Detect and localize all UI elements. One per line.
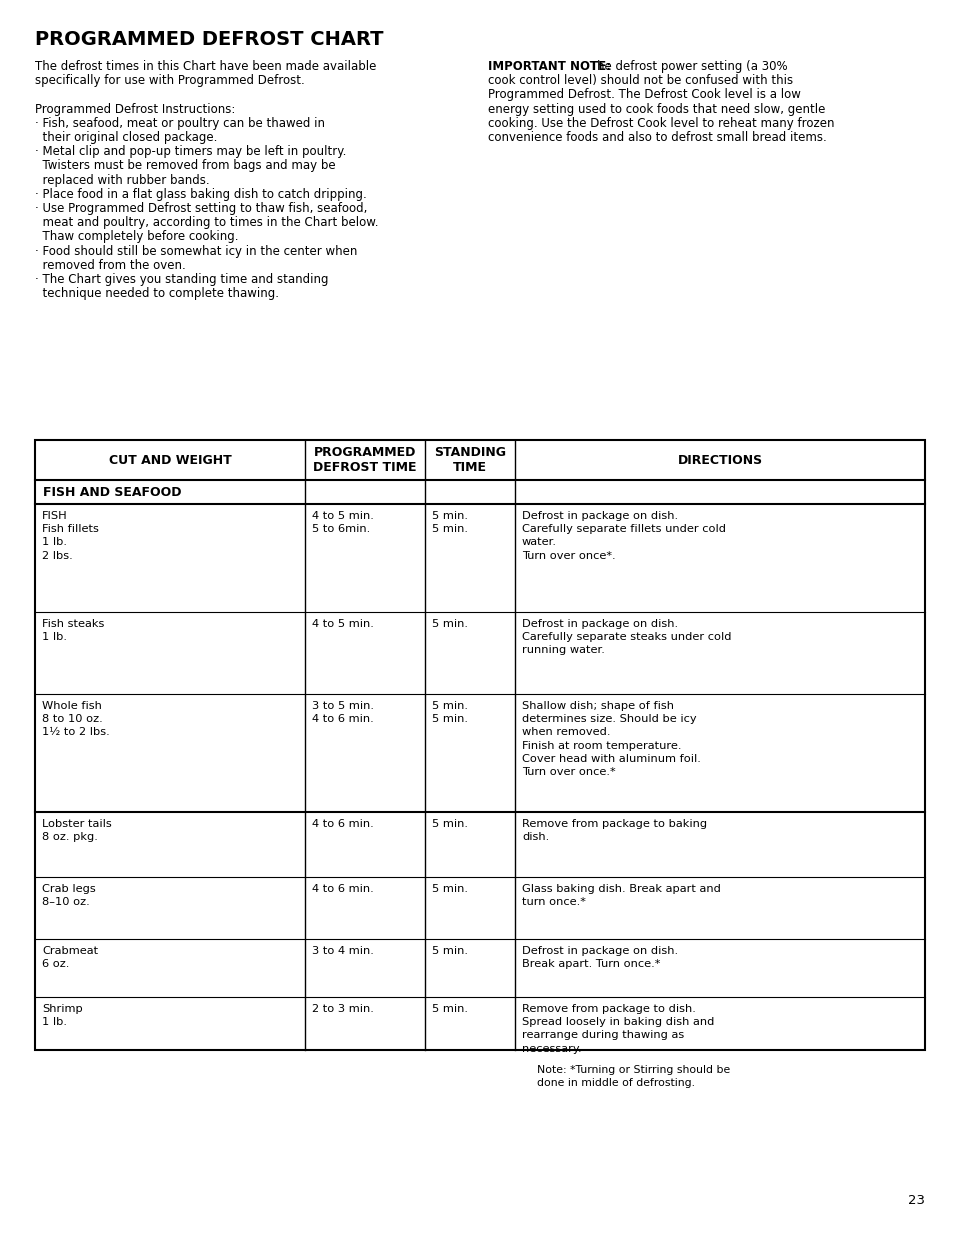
Bar	[35, 440, 924, 1050]
Text: PROGRAMMED DEFROST CHART: PROGRAMMED DEFROST CHART	[35, 30, 383, 49]
Text: · Metal clip and pop-up timers may be left in poultry.: · Metal clip and pop-up timers may be le…	[35, 146, 346, 158]
Text: Fish steaks
1 lb.: Fish steaks 1 lb.	[42, 619, 104, 642]
Text: their original closed package.: their original closed package.	[35, 131, 217, 144]
Text: done in middle of defrosting.: done in middle of defrosting.	[537, 1078, 695, 1088]
Text: 4 to 6 min.: 4 to 6 min.	[312, 884, 374, 894]
Text: PROGRAMMED
DEFROST TIME: PROGRAMMED DEFROST TIME	[313, 446, 416, 474]
Text: Shrimp
1 lb.: Shrimp 1 lb.	[42, 1004, 83, 1028]
Text: · Fish, seafood, meat or poultry can be thawed in: · Fish, seafood, meat or poultry can be …	[35, 117, 325, 130]
Text: Crabmeat
6 oz.: Crabmeat 6 oz.	[42, 946, 98, 969]
Text: Programmed Defrost. The Defrost Cook level is a low: Programmed Defrost. The Defrost Cook lev…	[488, 89, 800, 101]
Text: convenience foods and also to defrost small bread items.: convenience foods and also to defrost sm…	[488, 131, 826, 144]
Text: Whole fish
8 to 10 oz.
1½ to 2 lbs.: Whole fish 8 to 10 oz. 1½ to 2 lbs.	[42, 701, 110, 737]
Text: · Food should still be somewhat icy in the center when: · Food should still be somewhat icy in t…	[35, 245, 357, 258]
Text: 5 min.: 5 min.	[432, 884, 468, 894]
Text: 23: 23	[907, 1194, 924, 1207]
Text: 4 to 5 min.: 4 to 5 min.	[312, 619, 374, 629]
Text: 4 to 6 min.: 4 to 6 min.	[312, 819, 374, 829]
Text: · The Chart gives you standing time and standing: · The Chart gives you standing time and …	[35, 273, 328, 287]
Text: 3 to 4 min.: 3 to 4 min.	[312, 946, 374, 956]
Text: meat and poultry, according to times in the Chart below.: meat and poultry, according to times in …	[35, 216, 378, 230]
Text: 2 to 3 min.: 2 to 3 min.	[312, 1004, 374, 1014]
Text: Glass baking dish. Break apart and
turn once.*: Glass baking dish. Break apart and turn …	[521, 884, 720, 908]
Text: cook control level) should not be confused with this: cook control level) should not be confus…	[488, 74, 792, 88]
Text: 3 to 5 min.
4 to 6 min.: 3 to 5 min. 4 to 6 min.	[312, 701, 374, 724]
Text: 5 min.: 5 min.	[432, 819, 468, 829]
Text: Lobster tails
8 oz. pkg.: Lobster tails 8 oz. pkg.	[42, 819, 112, 842]
Text: Defrost in package on dish.
Carefully separate fillets under cold
water.
Turn ov: Defrost in package on dish. Carefully se…	[521, 511, 725, 561]
Text: Note: *Turning or Stirring should be: Note: *Turning or Stirring should be	[537, 1065, 729, 1074]
Text: removed from the oven.: removed from the oven.	[35, 259, 186, 272]
Text: FISH
Fish fillets
1 lb.
2 lbs.: FISH Fish fillets 1 lb. 2 lbs.	[42, 511, 99, 561]
Text: technique needed to complete thawing.: technique needed to complete thawing.	[35, 288, 278, 300]
Text: Thaw completely before cooking.: Thaw completely before cooking.	[35, 231, 238, 243]
Text: energy setting used to cook foods that need slow, gentle: energy setting used to cook foods that n…	[488, 103, 824, 116]
Text: · Use Programmed Defrost setting to thaw fish, seafood,: · Use Programmed Defrost setting to thaw…	[35, 203, 367, 215]
Text: 5 min.: 5 min.	[432, 946, 468, 956]
Text: 5 min.: 5 min.	[432, 619, 468, 629]
Text: · Place food in a flat glass baking dish to catch dripping.: · Place food in a flat glass baking dish…	[35, 188, 366, 201]
Text: Crab legs
8–10 oz.: Crab legs 8–10 oz.	[42, 884, 95, 908]
Text: Programmed Defrost Instructions:: Programmed Defrost Instructions:	[35, 103, 235, 116]
Text: Remove from package to dish.
Spread loosely in baking dish and
rearrange during : Remove from package to dish. Spread loos…	[521, 1004, 714, 1053]
Text: 4 to 5 min.
5 to 6min.: 4 to 5 min. 5 to 6min.	[312, 511, 374, 535]
Text: Defrost in package on dish.
Carefully separate steaks under cold
running water.: Defrost in package on dish. Carefully se…	[521, 619, 731, 656]
Text: STANDING
TIME: STANDING TIME	[434, 446, 505, 474]
Text: Defrost in package on dish.
Break apart. Turn once.*: Defrost in package on dish. Break apart.…	[521, 946, 678, 969]
Text: IMPORTANT NOTE:: IMPORTANT NOTE:	[488, 61, 610, 73]
Text: Twisters must be removed from bags and may be: Twisters must be removed from bags and m…	[35, 159, 335, 173]
Text: Remove from package to baking
dish.: Remove from package to baking dish.	[521, 819, 706, 842]
Text: The defrost power setting (a 30%: The defrost power setting (a 30%	[585, 61, 787, 73]
Text: FISH AND SEAFOOD: FISH AND SEAFOOD	[43, 485, 181, 499]
Text: replaced with rubber bands.: replaced with rubber bands.	[35, 174, 210, 186]
Text: DIRECTIONS: DIRECTIONS	[677, 453, 761, 467]
Text: 5 min.
5 min.: 5 min. 5 min.	[432, 701, 468, 724]
Text: The defrost times in this Chart have been made available: The defrost times in this Chart have bee…	[35, 61, 376, 73]
Text: cooking. Use the Defrost Cook level to reheat many frozen: cooking. Use the Defrost Cook level to r…	[488, 117, 834, 130]
Text: Shallow dish; shape of fish
determines size. Should be icy
when removed.
Finish : Shallow dish; shape of fish determines s…	[521, 701, 700, 777]
Text: 5 min.: 5 min.	[432, 1004, 468, 1014]
Text: 5 min.
5 min.: 5 min. 5 min.	[432, 511, 468, 535]
Text: CUT AND WEIGHT: CUT AND WEIGHT	[109, 453, 232, 467]
Text: specifically for use with Programmed Defrost.: specifically for use with Programmed Def…	[35, 74, 304, 88]
